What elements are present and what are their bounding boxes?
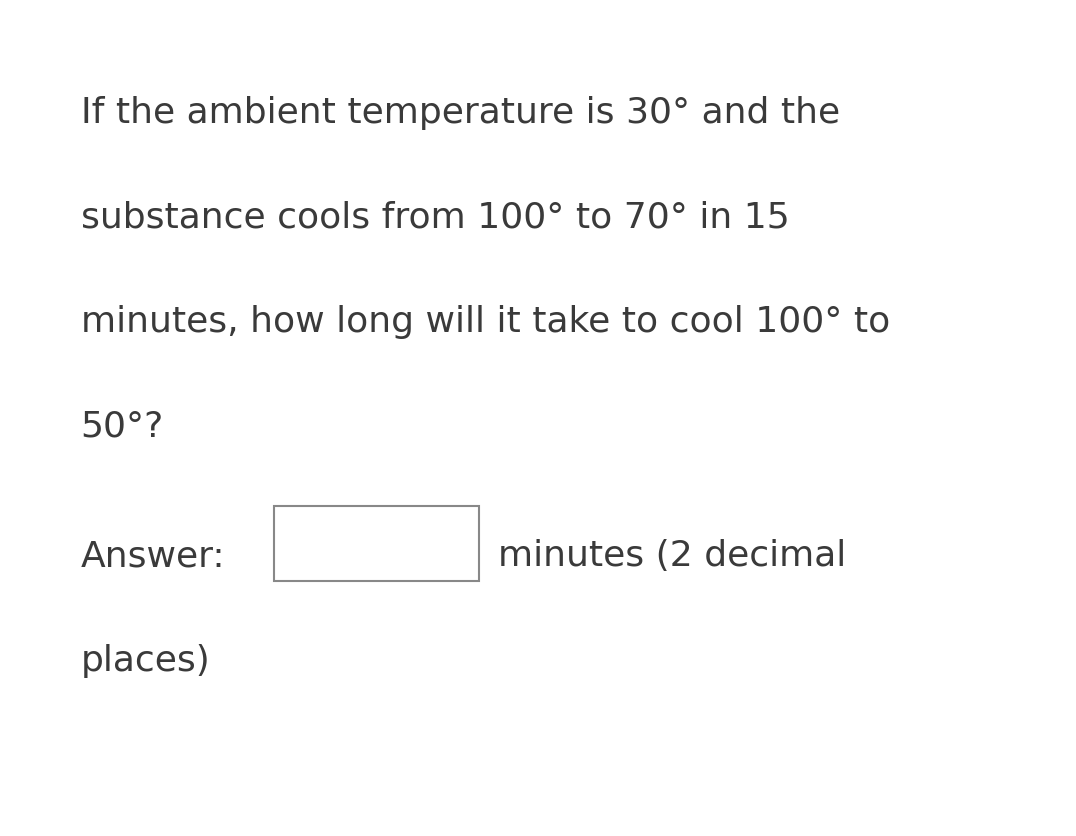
Text: minutes, how long will it take to cool 100° to: minutes, how long will it take to cool 1… xyxy=(81,305,890,339)
Text: Answer:: Answer: xyxy=(81,539,225,573)
Text: places): places) xyxy=(81,644,211,678)
Text: 50°?: 50°? xyxy=(81,410,164,444)
Text: substance cools from 100° to 70° in 15: substance cools from 100° to 70° in 15 xyxy=(81,201,790,235)
Text: If the ambient temperature is 30° and the: If the ambient temperature is 30° and th… xyxy=(81,96,840,130)
Text: minutes (2 decimal: minutes (2 decimal xyxy=(498,539,847,573)
